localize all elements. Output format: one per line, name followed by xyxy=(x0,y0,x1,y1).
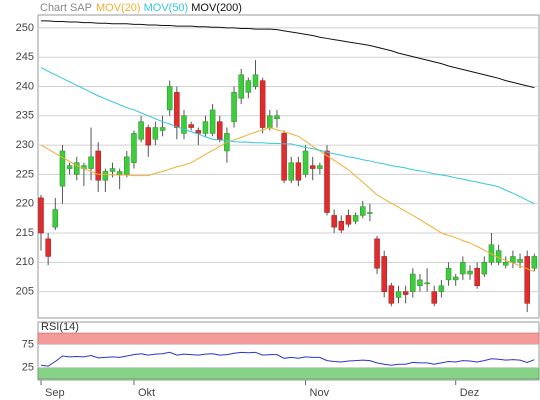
candle-body xyxy=(360,206,366,216)
candle-body xyxy=(524,256,530,304)
candle-body xyxy=(74,162,80,175)
candle-body xyxy=(138,121,144,140)
candle-body xyxy=(145,127,151,146)
candle-body xyxy=(202,121,209,134)
y-tick-label: 245 xyxy=(16,51,34,63)
candle-body xyxy=(238,74,244,99)
y-tick-label: 235 xyxy=(16,110,34,122)
candle-body xyxy=(488,244,495,263)
candle-body xyxy=(467,270,473,275)
candle-body xyxy=(124,156,130,175)
y-tick-label: 250 xyxy=(16,22,34,34)
candle-body xyxy=(131,133,137,163)
chart-title: Chart SAP xyxy=(40,2,92,14)
candle-body xyxy=(324,150,330,213)
candle-body xyxy=(274,115,280,119)
candle-body xyxy=(38,197,44,234)
candle-body xyxy=(217,121,223,140)
y-tick-label: 220 xyxy=(16,198,34,210)
moving-average-line xyxy=(41,20,535,89)
candle-body xyxy=(195,130,202,134)
candle-body xyxy=(388,285,395,304)
candle-body xyxy=(474,267,480,287)
y-tick-label: 240 xyxy=(16,80,34,92)
candle-body xyxy=(267,115,273,128)
candle-body xyxy=(460,262,466,275)
candle-body xyxy=(259,80,266,128)
candle-body xyxy=(109,168,116,172)
y-tick-label: 25 xyxy=(22,361,34,373)
candle-body xyxy=(517,259,523,263)
candle-body xyxy=(309,165,316,169)
candle-body xyxy=(45,238,51,257)
y-tick-label: 210 xyxy=(16,256,34,268)
candle-body xyxy=(174,92,180,128)
candle-body xyxy=(338,221,345,231)
candle-body xyxy=(503,262,509,266)
y-tick-label: 205 xyxy=(16,286,34,298)
y-tick-label: 225 xyxy=(16,168,34,180)
panel-title: RSI(14) xyxy=(41,321,79,333)
candle-body xyxy=(152,127,159,140)
candle-body xyxy=(102,171,109,181)
candle-body xyxy=(410,273,416,292)
candle-body xyxy=(52,209,59,228)
x-tick-label: Nov xyxy=(310,387,330,399)
legend-entry: MOV(200) xyxy=(191,2,242,14)
y-tick-label: 215 xyxy=(16,227,34,239)
x-tick-label: Sep xyxy=(45,387,65,399)
candle-body xyxy=(445,267,452,281)
candle-body xyxy=(288,162,294,181)
candle-body xyxy=(345,215,352,225)
candle-body xyxy=(510,256,516,263)
moving-average-line xyxy=(40,67,535,205)
candle-body xyxy=(95,150,101,181)
candle-body xyxy=(231,92,237,122)
candle-body xyxy=(481,262,488,275)
candle-body xyxy=(188,124,194,128)
candle-body xyxy=(66,165,73,169)
x-tick-label: Dez xyxy=(460,387,480,399)
candle-body xyxy=(367,212,373,214)
candle-body xyxy=(431,291,437,304)
candle-body xyxy=(88,156,94,169)
candle-body xyxy=(295,162,302,181)
candle-body xyxy=(166,86,173,111)
candle-body xyxy=(302,150,309,175)
candle-body xyxy=(424,282,430,285)
candle-body xyxy=(281,133,287,181)
candle-body xyxy=(252,74,259,87)
moving-average-line xyxy=(40,126,535,273)
candle-body xyxy=(374,238,380,269)
candle-body xyxy=(245,80,252,93)
candle-body xyxy=(331,215,337,228)
candle-body xyxy=(381,256,387,292)
rsi-line xyxy=(40,351,535,367)
candle-body xyxy=(438,285,445,292)
candle-body xyxy=(59,150,66,187)
candle-body xyxy=(452,276,459,281)
candle-body xyxy=(417,279,423,287)
candle-body xyxy=(395,291,402,298)
legend-entry: MOV(50) xyxy=(144,2,189,14)
candle-body xyxy=(116,171,123,175)
candle-body xyxy=(181,115,187,134)
candle-body xyxy=(209,109,216,134)
candle-body xyxy=(531,256,538,269)
lower-band xyxy=(37,367,540,380)
candle-body xyxy=(352,215,359,222)
candle-body xyxy=(402,291,409,295)
y-tick-label: 230 xyxy=(16,139,34,151)
x-tick-label: Okt xyxy=(138,387,155,399)
y-tick-label: 75 xyxy=(22,338,34,350)
upper-band xyxy=(37,332,540,345)
candle-body xyxy=(317,165,323,169)
legend-entry: MOV(20) xyxy=(96,2,141,14)
candle-body xyxy=(159,127,166,131)
